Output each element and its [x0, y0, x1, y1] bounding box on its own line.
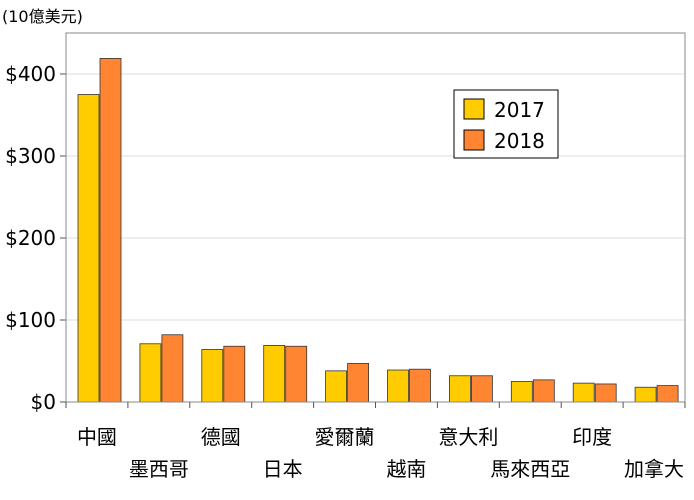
category-label: 日本	[263, 457, 303, 481]
bar-2018-7	[532, 379, 555, 403]
bar-2018-8	[594, 383, 617, 403]
bar-2018-3	[285, 345, 308, 403]
bar-2018-4	[347, 363, 370, 403]
category-label: 馬來西亞	[490, 457, 570, 481]
bars	[77, 58, 679, 403]
bar-2018-6	[470, 375, 493, 403]
bar-2017-7	[510, 381, 533, 403]
legend-swatch-2017	[463, 98, 485, 120]
bar-2018-9	[656, 385, 679, 403]
bar-2017-5	[387, 369, 409, 403]
category-label: 墨西哥	[129, 457, 189, 481]
category-label: 愛爾蘭	[315, 425, 375, 449]
bar-2018-1	[161, 334, 184, 403]
category-label: 意大利	[438, 425, 498, 449]
y-tick-label: $400	[5, 62, 56, 86]
bar-2017-0	[77, 94, 100, 403]
category-label: 越南	[386, 457, 426, 481]
category-label: 中國	[77, 425, 117, 449]
bar-2017-2	[201, 349, 224, 403]
legend-label-2018: 2018	[494, 129, 545, 153]
category-label: 印度	[572, 425, 612, 449]
legend-label-2017: 2017	[494, 98, 545, 122]
bar-2017-8	[572, 382, 595, 403]
unit-label: (10億美元)	[2, 7, 83, 26]
bar-2018-5	[409, 368, 431, 403]
y-tick-label: $0	[31, 390, 56, 414]
y-axis-ticks: $0 $100 $200 $300 $400	[5, 62, 66, 414]
bar-2018-0	[99, 58, 122, 403]
x-axis-ticks	[65, 402, 686, 408]
y-tick-label: $300	[5, 144, 56, 168]
bar-2018-2	[223, 345, 246, 403]
legend-swatch-2018	[463, 129, 485, 151]
bar-2017-1	[139, 343, 162, 403]
bar-2017-3	[263, 345, 286, 403]
category-label: 德國	[201, 425, 241, 449]
y-tick-label: $100	[5, 308, 56, 332]
legend: 2017 2018	[453, 89, 559, 159]
bar-2017-4	[325, 370, 348, 403]
y-tick-label: $200	[5, 226, 56, 250]
category-label: 加拿大	[624, 457, 684, 481]
gridlines	[66, 73, 685, 321]
bar-2017-9	[634, 386, 657, 403]
bar-2017-6	[448, 375, 471, 403]
